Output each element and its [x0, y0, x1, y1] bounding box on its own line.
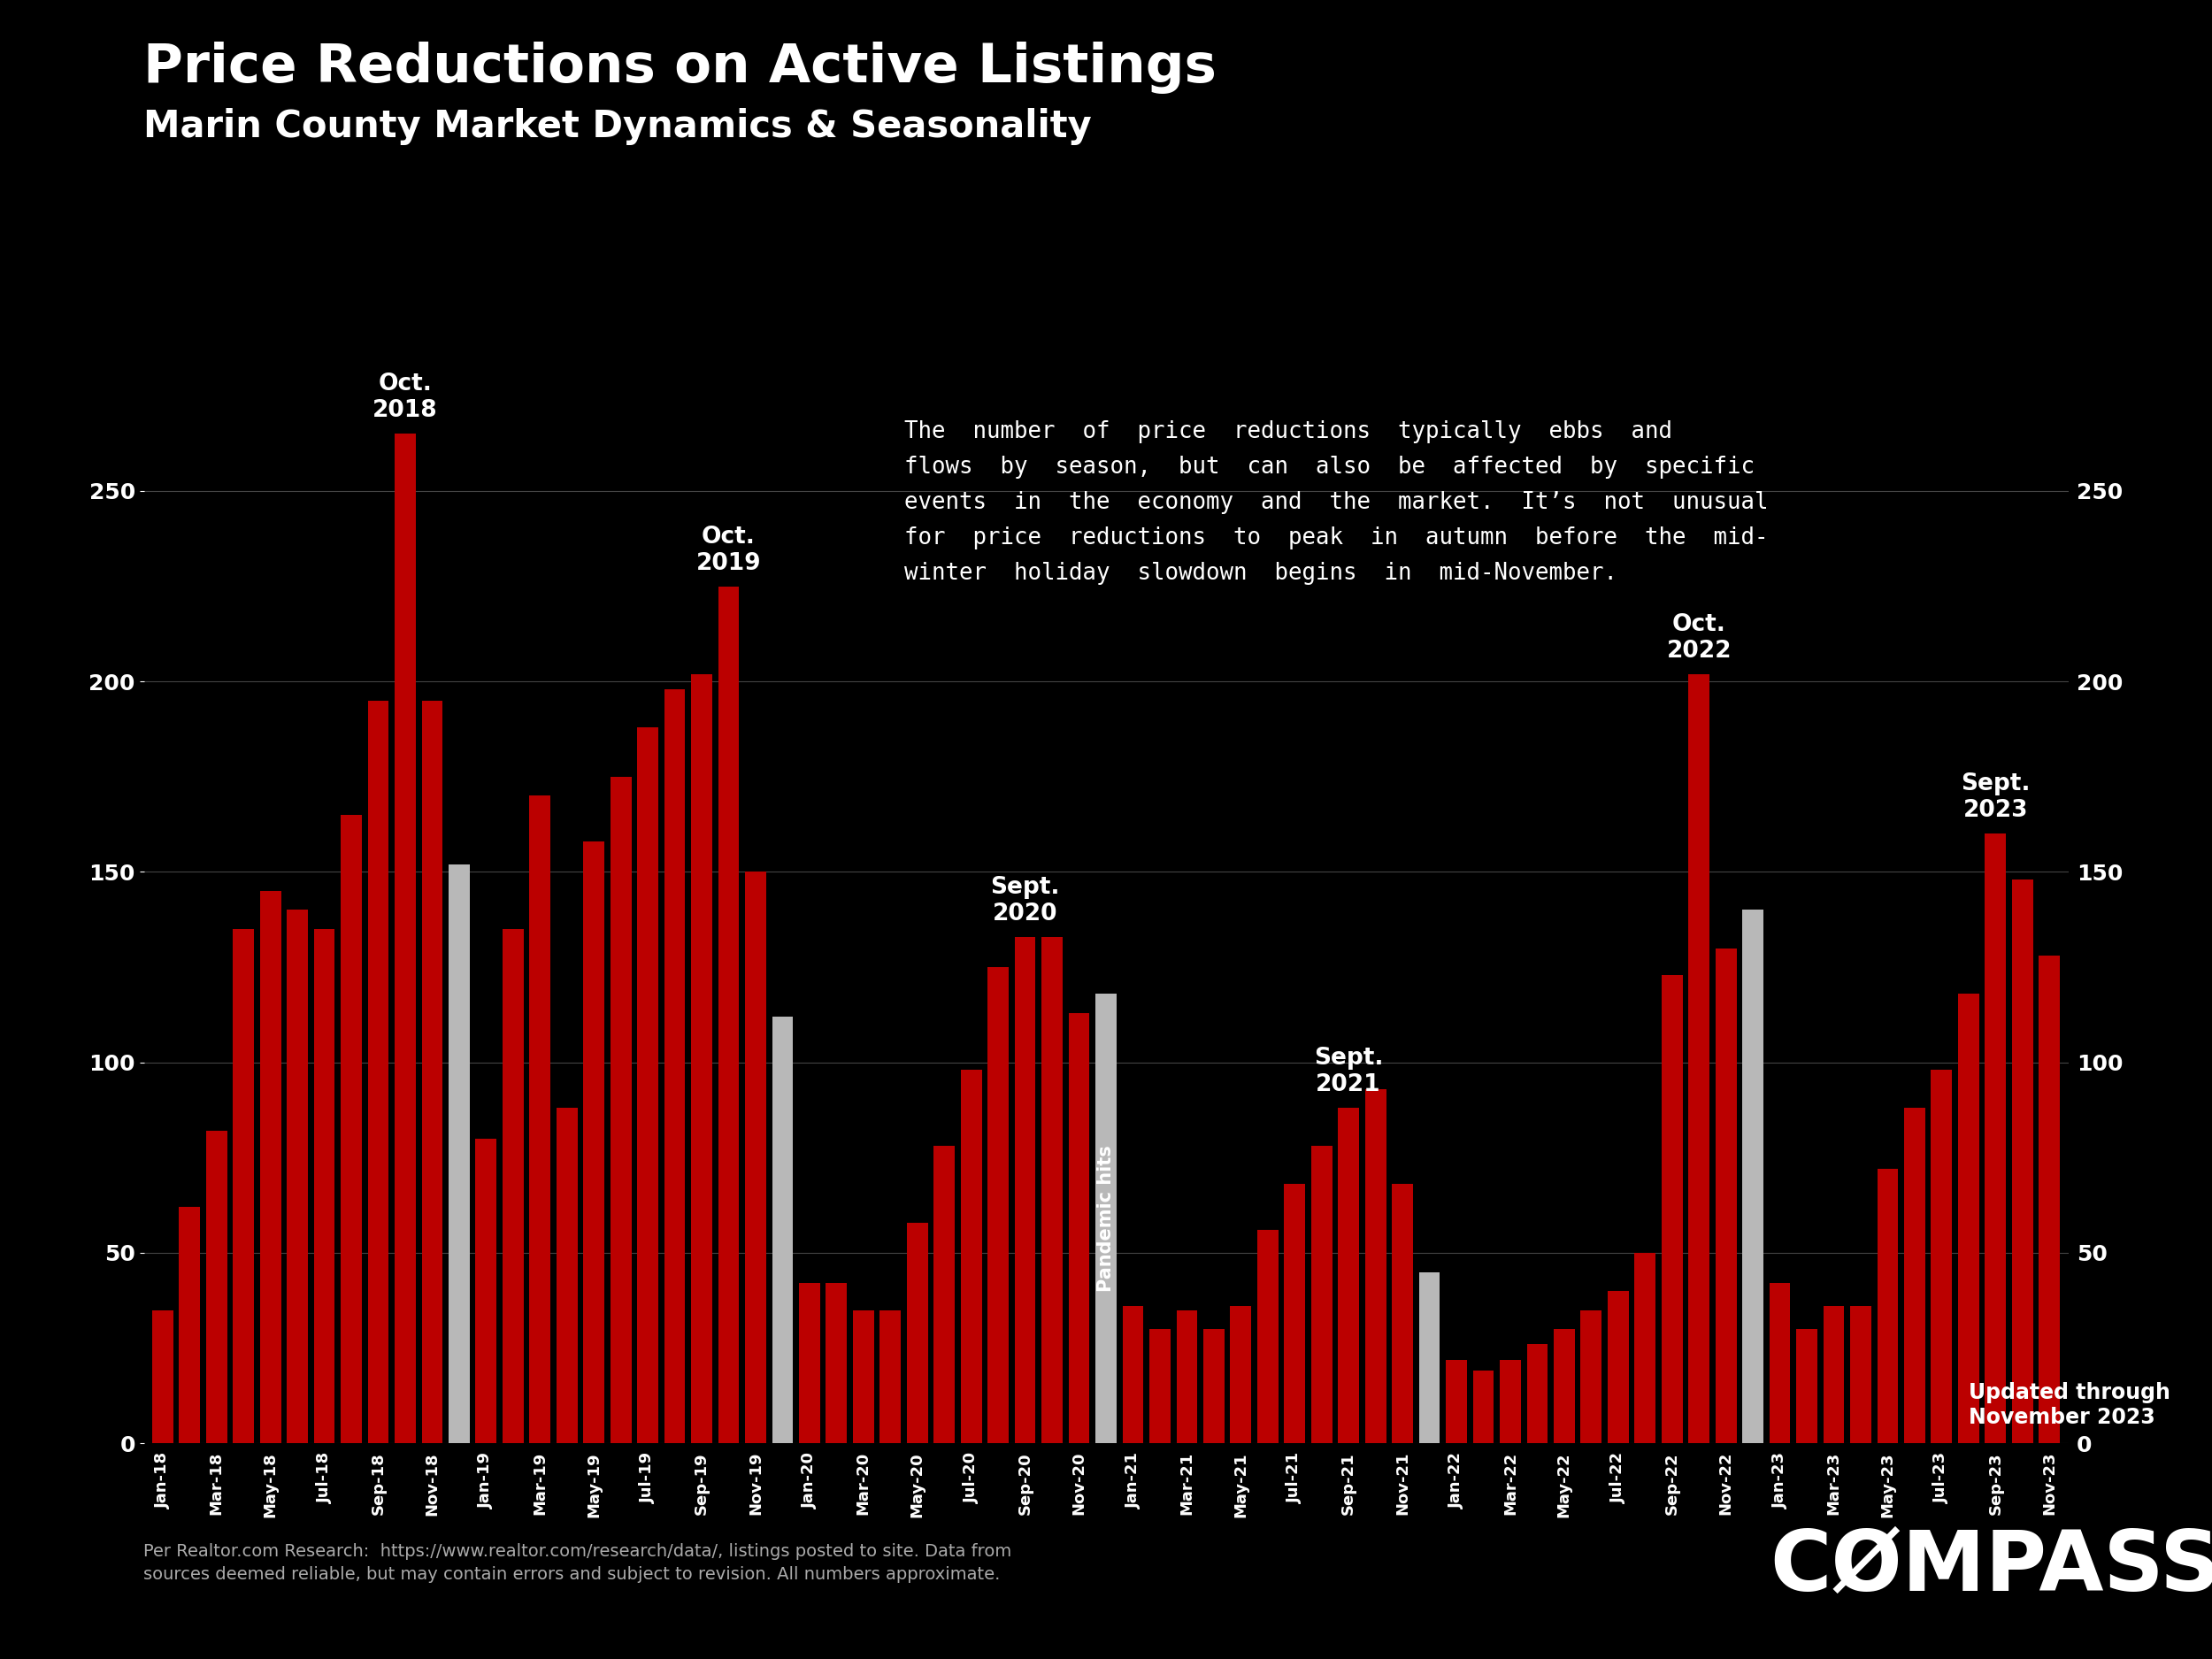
Text: CØMPASS: CØMPASS — [1770, 1526, 2212, 1609]
Bar — [1015, 937, 1035, 1443]
Bar — [1878, 1170, 1898, 1443]
Bar — [206, 1131, 228, 1443]
Bar — [1931, 1070, 1951, 1443]
Bar — [1095, 994, 1117, 1443]
Bar — [1338, 1108, 1358, 1443]
Bar — [1068, 1014, 1091, 1443]
Text: Sept.
2020: Sept. 2020 — [991, 876, 1060, 926]
Bar — [1473, 1370, 1493, 1443]
Bar — [1042, 937, 1062, 1443]
Bar — [1796, 1329, 1818, 1443]
Bar — [1770, 1284, 1790, 1443]
Bar — [153, 1311, 173, 1443]
Bar — [745, 873, 765, 1443]
Bar — [1958, 994, 1980, 1443]
Text: Marin County Market Dynamics & Seasonality: Marin County Market Dynamics & Seasonali… — [144, 108, 1093, 144]
Bar — [341, 815, 363, 1443]
Bar — [1635, 1253, 1655, 1443]
Text: Oct.
2022: Oct. 2022 — [1666, 612, 1732, 662]
Bar — [825, 1284, 847, 1443]
Bar — [1365, 1088, 1387, 1443]
Bar — [476, 1138, 495, 1443]
Bar — [1312, 1146, 1332, 1443]
Bar — [1256, 1229, 1279, 1443]
Bar — [1984, 834, 2006, 1443]
Bar — [2013, 879, 2033, 1443]
Bar — [529, 796, 551, 1443]
Bar — [2039, 956, 2059, 1443]
Bar — [1905, 1108, 1924, 1443]
Bar — [854, 1311, 874, 1443]
Bar — [1608, 1291, 1628, 1443]
Bar — [1500, 1359, 1522, 1443]
Text: Sept.
2023: Sept. 2023 — [1960, 773, 2031, 823]
Bar — [1553, 1329, 1575, 1443]
Bar — [637, 727, 659, 1443]
Bar — [232, 929, 254, 1443]
Bar — [422, 700, 442, 1443]
Bar — [179, 1208, 199, 1443]
Text: Oct.
2018: Oct. 2018 — [372, 373, 438, 423]
Bar — [288, 911, 307, 1443]
Bar — [1717, 947, 1736, 1443]
Bar — [880, 1311, 900, 1443]
Text: Pandemic hits: Pandemic hits — [1097, 1145, 1115, 1292]
Bar — [1230, 1306, 1252, 1443]
Bar — [611, 776, 630, 1443]
Bar — [449, 864, 469, 1443]
Bar — [1150, 1329, 1170, 1443]
Bar — [1849, 1306, 1871, 1443]
Text: The  number  of  price  reductions  typically  ebbs  and
flows  by  season,  but: The number of price reductions typically… — [905, 420, 1767, 584]
Text: Per Realtor.com Research:  https://www.realtor.com/research/data/, listings post: Per Realtor.com Research: https://www.re… — [144, 1543, 1013, 1583]
Bar — [1743, 911, 1763, 1443]
Bar — [1447, 1359, 1467, 1443]
Bar — [557, 1108, 577, 1443]
Bar — [989, 967, 1009, 1443]
Text: Oct.
2019: Oct. 2019 — [697, 526, 761, 574]
Bar — [933, 1146, 956, 1443]
Bar — [261, 891, 281, 1443]
Bar — [1203, 1329, 1223, 1443]
Bar — [719, 586, 739, 1443]
Bar — [1391, 1185, 1413, 1443]
Text: Updated through
November 2023: Updated through November 2023 — [1969, 1382, 2170, 1428]
Bar — [1526, 1344, 1548, 1443]
Bar — [1823, 1306, 1845, 1443]
Bar — [1285, 1185, 1305, 1443]
Bar — [772, 1017, 794, 1443]
Bar — [960, 1070, 982, 1443]
Bar — [907, 1223, 927, 1443]
Bar — [664, 688, 686, 1443]
Bar — [1661, 975, 1683, 1443]
Bar — [502, 929, 524, 1443]
Text: Price Reductions on Active Listings: Price Reductions on Active Listings — [144, 41, 1217, 93]
Bar — [1688, 674, 1710, 1443]
Bar — [1177, 1311, 1197, 1443]
Text: Sept.
2021: Sept. 2021 — [1314, 1047, 1382, 1097]
Bar — [367, 700, 389, 1443]
Bar — [394, 433, 416, 1443]
Bar — [584, 841, 604, 1443]
Bar — [799, 1284, 821, 1443]
Bar — [690, 674, 712, 1443]
Bar — [1582, 1311, 1601, 1443]
Bar — [1121, 1306, 1144, 1443]
Bar — [1418, 1272, 1440, 1443]
Bar — [314, 929, 334, 1443]
